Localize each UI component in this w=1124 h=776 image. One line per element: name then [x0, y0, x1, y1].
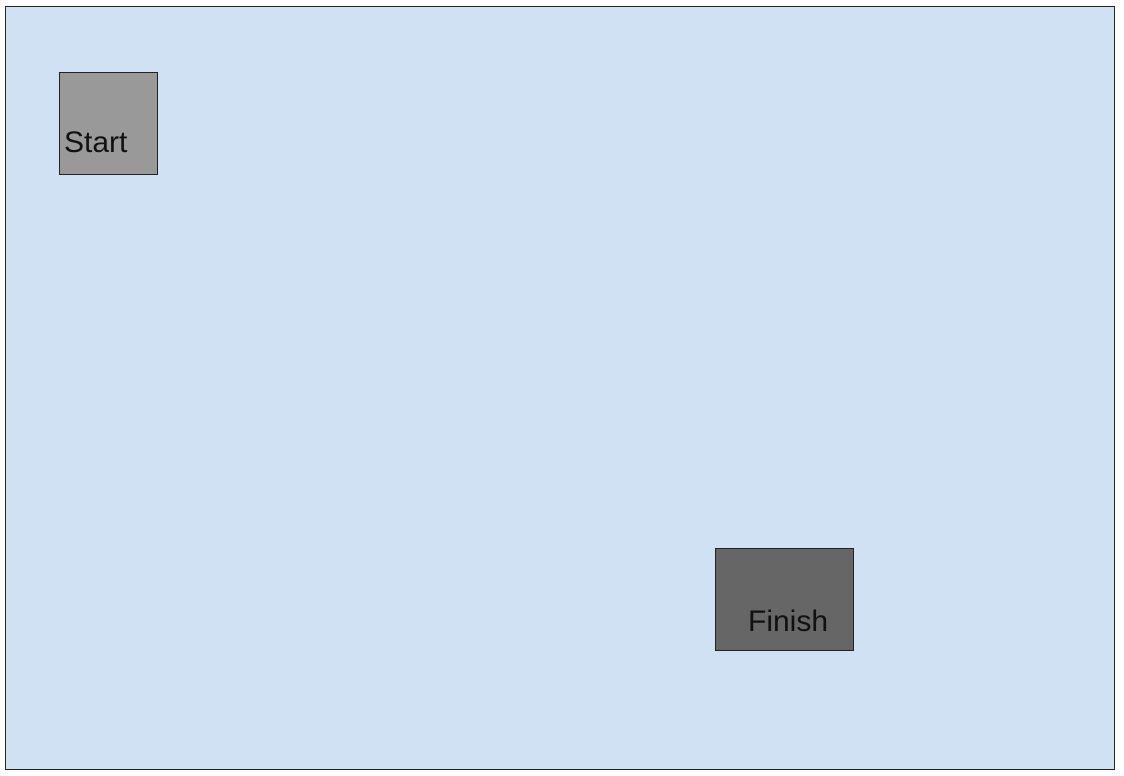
start-box: Start [59, 72, 158, 175]
finish-box: Finish [715, 548, 854, 651]
finish-label: Finish [748, 605, 829, 638]
diagram-canvas: Start Finish [5, 6, 1115, 770]
start-label: Start [64, 126, 128, 159]
